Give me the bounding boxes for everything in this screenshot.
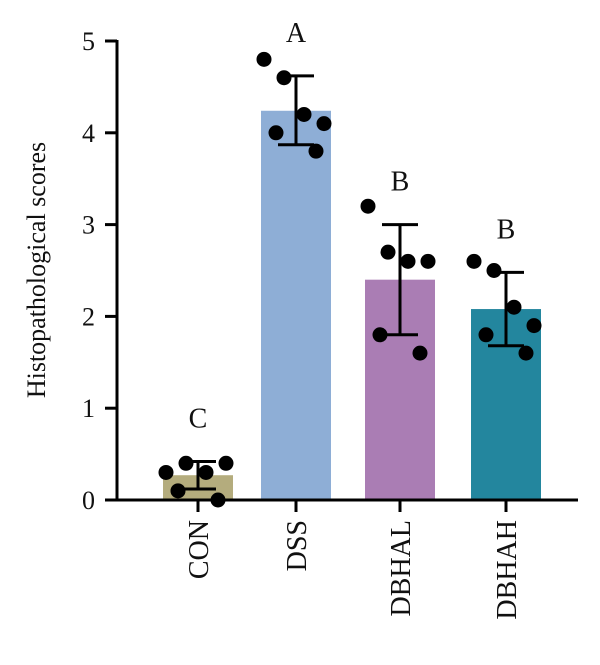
data-point-dss bbox=[268, 125, 284, 141]
data-point-dbhal bbox=[360, 198, 376, 214]
significance-letter-con: C bbox=[189, 403, 208, 434]
data-point-con bbox=[170, 483, 186, 499]
labels-layer: 0 1 2 3 4 5 CON DSS DBHAL DBHAH C A B B bbox=[82, 18, 523, 620]
data-point-dss bbox=[316, 116, 332, 132]
data-point-dbhah bbox=[526, 318, 542, 334]
x-tick-label-dss: DSS bbox=[282, 520, 313, 571]
data-point-dss bbox=[276, 70, 292, 86]
y-axis-label: Histopathological scores bbox=[22, 142, 51, 398]
y-tick-label: 3 bbox=[82, 211, 95, 240]
x-tick-label-dbhal: DBHAL bbox=[386, 520, 417, 616]
data-points-layer bbox=[158, 51, 542, 508]
data-point-dbhah bbox=[486, 263, 502, 278]
significance-letter-dss: A bbox=[286, 18, 307, 49]
data-point-dbhah bbox=[518, 345, 534, 361]
y-tick-label: 4 bbox=[82, 119, 95, 148]
data-point-dss bbox=[296, 106, 312, 122]
bars-layer bbox=[163, 110, 541, 500]
y-tick-label: 2 bbox=[82, 302, 95, 331]
significance-letter-dbhah: B bbox=[497, 214, 516, 245]
data-point-dbhal bbox=[372, 327, 388, 343]
y-tick-label: 1 bbox=[82, 394, 95, 423]
data-point-con bbox=[158, 464, 174, 480]
significance-letter-dbhal: B bbox=[391, 167, 410, 198]
data-point-dbhal bbox=[380, 244, 396, 260]
data-point-dbhal bbox=[420, 253, 436, 269]
data-point-dbhah bbox=[506, 299, 522, 315]
x-tick-label-dbhah: DBHAH bbox=[492, 520, 523, 620]
data-point-con bbox=[218, 455, 234, 471]
y-tick-label: 5 bbox=[82, 27, 95, 56]
error-bar-dbhal bbox=[382, 223, 418, 337]
data-point-dbhah bbox=[478, 327, 494, 343]
data-point-con bbox=[178, 455, 194, 471]
data-point-con bbox=[198, 464, 214, 480]
data-point-dbhah bbox=[466, 253, 482, 269]
data-point-dbhal bbox=[400, 253, 416, 269]
axes-layer bbox=[105, 39, 578, 512]
bar-dss bbox=[261, 110, 331, 500]
y-tick-label: 0 bbox=[82, 486, 95, 515]
data-point-dss bbox=[308, 143, 324, 159]
x-tick-label-con: CON bbox=[184, 520, 215, 579]
data-point-dss bbox=[256, 51, 272, 67]
data-point-dbhal bbox=[412, 345, 428, 361]
